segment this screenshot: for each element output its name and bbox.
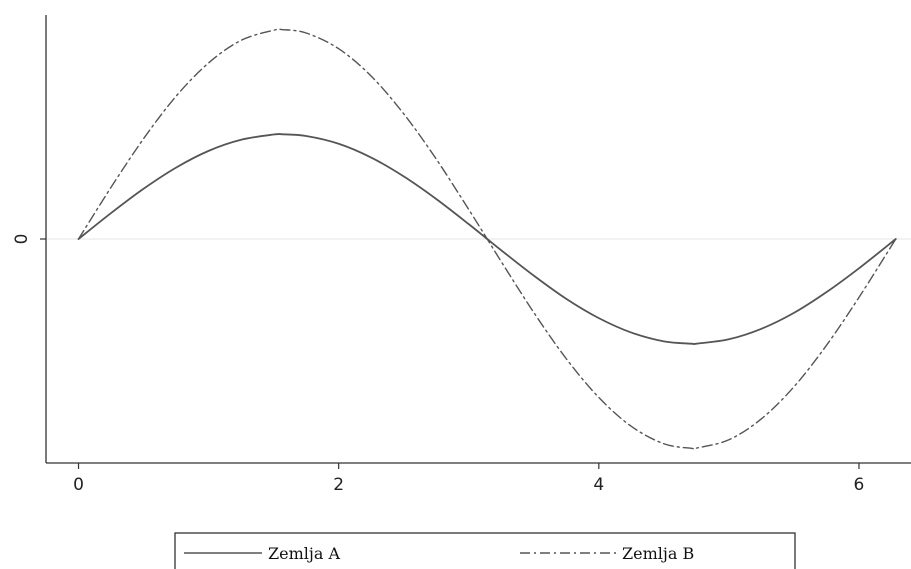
- legend-box: [174, 532, 796, 569]
- ticks-layer: 0 2 4 6 0: [12, 234, 864, 495]
- x-tick-label: 6: [854, 475, 865, 495]
- series-line-zemlja-b: [77, 28, 897, 450]
- series-layer: [77, 28, 897, 450]
- legend-label-zemlja-b: Zemlja B: [622, 544, 694, 563]
- x-tick-label: 4: [593, 475, 604, 495]
- x-tick-label: 0: [73, 475, 84, 495]
- legend-label-zemlja-a: Zemlja A: [268, 544, 340, 563]
- x-tick-label: 2: [333, 475, 344, 495]
- legend: Zemlja A Zemlja B: [174, 532, 796, 569]
- y-tick-label: 0: [12, 234, 32, 245]
